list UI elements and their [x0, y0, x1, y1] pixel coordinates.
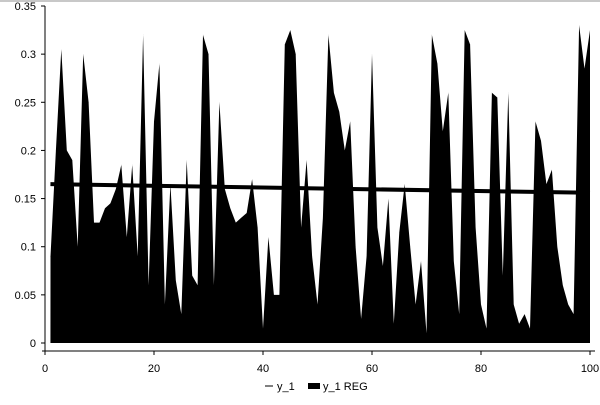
y-tick-label: 0.15: [15, 194, 36, 206]
legend-swatch-reg: [308, 383, 320, 389]
x-tick-label: 40: [257, 363, 269, 375]
y-tick-label: 0.35: [15, 1, 36, 13]
top-border: [0, 0, 600, 2]
y-tick-label: 0.1: [21, 242, 36, 254]
y-tick-label: 0.3: [21, 49, 36, 61]
y-tick-label: 0: [30, 338, 36, 350]
y-tick-label: 0.25: [15, 97, 36, 109]
legend-label-y1: y_1: [277, 381, 295, 393]
x-tick-label: 0: [42, 363, 48, 375]
x-tick-label: 100: [581, 363, 599, 375]
x-tick-label: 20: [148, 363, 160, 375]
x-tick-label: 80: [475, 363, 487, 375]
legend: y_1 y_1 REG: [265, 381, 368, 393]
x-tick-label: 60: [366, 363, 378, 375]
legend-label-reg: y_1 REG: [323, 381, 368, 393]
y-tick-label: 0.2: [21, 145, 36, 157]
y-tick-label: 0.05: [15, 290, 36, 302]
